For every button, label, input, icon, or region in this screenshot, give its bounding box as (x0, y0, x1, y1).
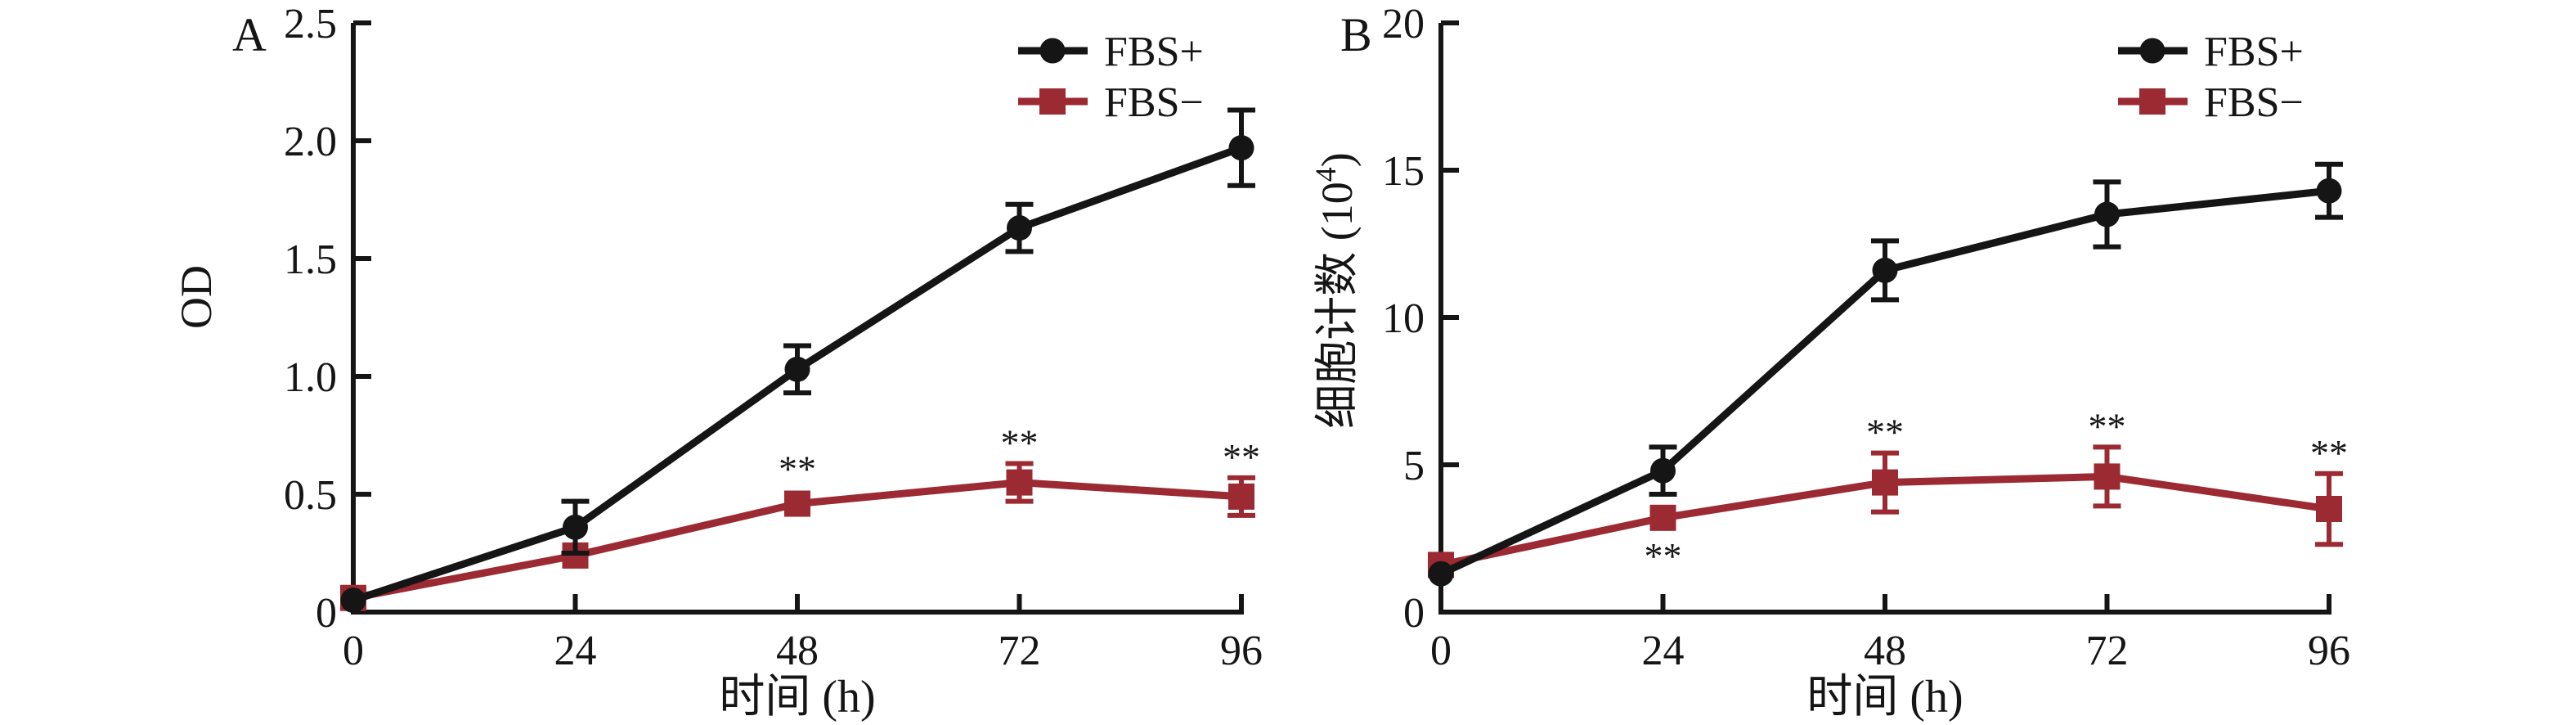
significance-marker: ** (1001, 422, 1039, 464)
y-tick-label: 20 (1382, 1, 1425, 47)
significance-marker: ** (1866, 412, 1904, 453)
legend-label: FBS− (1104, 79, 1204, 126)
panel-letter: B (1340, 8, 1372, 61)
legend-item-fbs-minus: FBS− (1018, 79, 1204, 126)
legend-marker (2139, 88, 2165, 115)
data-point-marker (1649, 504, 1676, 531)
data-point-marker (1006, 469, 1033, 496)
y-tick-label: 2.0 (284, 119, 337, 165)
series-fbs-plus (1428, 161, 2343, 587)
x-axis-title: 时间 (h) (719, 672, 875, 723)
x-tick-label: 96 (2308, 628, 2350, 674)
panel-a-chart: 0 0.5 1.0 1.5 2.0 2.5 0 24 48 72 96 时间 (h) OD A ** ** **… (172, 1, 1263, 723)
significance-marker: ** (2310, 432, 2348, 474)
data-point-marker (1007, 215, 1032, 241)
legend-marker (1039, 38, 1066, 64)
panel-letter: A (232, 8, 267, 61)
data-point-marker (2316, 496, 2342, 522)
legend-item-fbs-plus: FBS+ (2118, 29, 2304, 75)
x-tick-label: 0 (1430, 628, 1452, 674)
data-point-marker (1650, 457, 1676, 484)
data-point-marker (1872, 257, 1898, 283)
x-tick-label: 0 (343, 628, 364, 674)
y-tick-label: 2.5 (284, 1, 337, 47)
legend-item-fbs-minus: FBS− (2118, 79, 2304, 126)
x-tick-label: 24 (1642, 628, 1685, 674)
series-fbs-plus (340, 107, 1255, 614)
y-axis-title: OD (172, 265, 221, 329)
significance-marker: ** (1223, 436, 1260, 478)
data-point-marker (784, 490, 810, 517)
data-point-marker (1428, 561, 1454, 587)
x-axis-title: 时间 (h) (1806, 672, 1963, 723)
data-point-marker (784, 356, 810, 382)
data-point-marker (563, 514, 588, 540)
y-tick-label: 10 (1382, 295, 1425, 342)
y-tick-label: 0 (316, 590, 337, 637)
data-point-marker (340, 588, 366, 614)
legend-marker (2139, 38, 2165, 64)
y-tick-label: 5 (1403, 443, 1425, 489)
data-point-marker (2094, 201, 2120, 227)
data-point-marker (1228, 135, 1254, 161)
significance-marker: ** (779, 448, 816, 490)
panel-b-chart: 0 5 10 15 20 0 24 48 72 96 时间 (h) 细胞计数 (104) B ** ** **… (1309, 1, 2350, 723)
x-tick-label: 48 (1864, 628, 1906, 674)
x-tick-label: 72 (2086, 628, 2129, 674)
data-point-marker (1228, 483, 1254, 510)
y-tick-label: 15 (1382, 148, 1425, 195)
x-tick-label: 48 (776, 628, 819, 674)
growth-curve-panel-a: 0 0.5 1.0 1.5 2.0 2.5 0 24 48 72 96 时间 (h) OD A ** ** **… (172, 1, 1263, 723)
x-tick-label: 24 (554, 628, 597, 674)
y-axis-title: 细胞计数 (104) (1309, 152, 1362, 428)
growth-curve-panel-b: 0 5 10 15 20 0 24 48 72 96 时间 (h) 细胞计数 (104) B ** ** **… (1288, 0, 2576, 725)
legend-label: FBS+ (2204, 29, 2304, 75)
y-tick-label: 1.5 (284, 236, 337, 283)
x-tick-label: 96 (1220, 628, 1263, 674)
significance-marker: ** (1645, 535, 1682, 577)
significance-marker: ** (2089, 405, 2126, 447)
legend-label: FBS− (2204, 79, 2304, 126)
data-point-marker (1872, 469, 1898, 496)
data-point-marker (2094, 463, 2120, 490)
y-tick-label: 1.0 (284, 354, 337, 401)
y-tick-label: 0.5 (284, 472, 337, 519)
legend-marker (1039, 88, 1066, 115)
y-tick-label: 0 (1403, 590, 1425, 637)
legend-item-fbs-plus: FBS+ (1018, 29, 1204, 75)
legend-label: FBS+ (1104, 29, 1204, 75)
x-tick-label: 72 (999, 628, 1041, 674)
data-point-marker (2316, 178, 2342, 204)
